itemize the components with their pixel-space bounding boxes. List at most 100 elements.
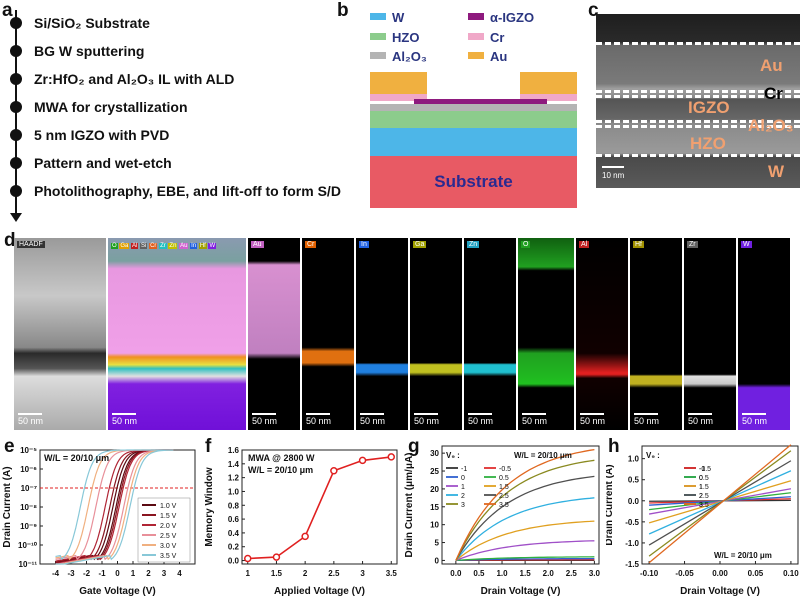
legend-label: 3.5 — [699, 502, 709, 509]
transfer-curve-reverse — [55, 449, 174, 565]
y-tick-label: 1.4 — [228, 460, 240, 469]
plot-frame — [241, 449, 398, 565]
data-point — [243, 554, 252, 563]
y-tick-label: 15 — [430, 503, 439, 512]
interface-line — [596, 90, 800, 93]
x-tick-label: 0.10 — [783, 569, 799, 578]
step-3: Zr:HfO₂ and Al₂O₃ IL with ALD — [34, 71, 235, 87]
legend-label: 0.5 — [699, 475, 709, 482]
al2o3-layer — [370, 104, 577, 111]
step-1: Si/SiO₂ Substrate — [34, 15, 150, 31]
x-axis-label: Drain Voltage (V) — [481, 586, 561, 597]
annotation: W/L = 20/10 μm — [714, 551, 772, 560]
y-tick-label: 0.0 — [628, 497, 640, 506]
legend-box — [137, 497, 191, 563]
step-6: Pattern and wet-etch — [34, 155, 172, 171]
y-tick-label: 0.8 — [228, 501, 240, 510]
step-dot — [10, 185, 22, 197]
output-line — [648, 444, 792, 564]
legend-label: 2.5 — [499, 493, 509, 500]
legend-label-al2o3: Al₂O₃ — [392, 49, 427, 64]
step-7: Photolithography, EBE, and lift-off to f… — [34, 183, 341, 199]
legend-label: 1.5 — [699, 484, 709, 491]
panel-label-f: f — [205, 436, 212, 457]
legend-label: 1.5 — [499, 484, 509, 491]
step-dot — [10, 157, 22, 169]
output-curve — [455, 459, 595, 561]
legend-label-igzo: α-IGZO — [490, 10, 535, 25]
tem-label-au: Au — [760, 56, 783, 75]
panel-label-d: d — [4, 230, 16, 251]
x-tick-label: 2.5 — [328, 569, 340, 578]
x-tick-label: -0.05 — [675, 569, 694, 578]
y-tick-label: -1.5 — [625, 560, 639, 569]
scale-bar — [112, 413, 136, 415]
legend-label: 1 — [461, 484, 465, 491]
x-tick-label: 1 — [131, 569, 136, 578]
data-point — [387, 453, 396, 461]
x-tick-label: -4 — [52, 569, 60, 578]
y-tick-label: 0.0 — [228, 557, 240, 566]
x-tick-label: 2.5 — [566, 569, 578, 578]
output-curve — [455, 540, 595, 562]
device-schematic: W α-IGZO HZO Cr Al₂O₃ Au Substrate — [340, 0, 585, 230]
interface-line — [596, 95, 800, 98]
step-5: 5 nm IGZO with PVD — [34, 127, 170, 143]
y-tick-label: 0 — [435, 556, 440, 565]
step-dot — [10, 101, 22, 113]
x-tick-label: 2 — [303, 569, 308, 578]
legend-swatch-au — [468, 52, 484, 59]
data-point — [330, 466, 338, 475]
eds-combined-tags: O Ga Al Si Cr Zr Zn Au In Hf W — [111, 243, 217, 249]
legend-label-cr: Cr — [490, 30, 505, 45]
legend-swatch-igzo — [468, 13, 484, 20]
transfer-curve-forward — [55, 449, 174, 561]
y-tick-label: 10 — [430, 521, 439, 530]
step-dot — [10, 73, 22, 85]
legend-label: 0.5 — [499, 475, 509, 482]
chart-g-output-curves: Drain Voltage (V) Drain Current (μm/μA) 0.… — [404, 445, 600, 597]
output-curve — [455, 520, 595, 561]
legend-label: 1 — [699, 484, 703, 491]
legend-swatch-hzo — [370, 33, 386, 40]
legend-label: 1.0 V — [160, 503, 177, 510]
y-tick-label: 25 — [430, 467, 439, 476]
eds-map-in: In 50 nm — [356, 238, 408, 430]
legend-label: 2 — [699, 493, 703, 500]
x-axis-label: Drain Voltage (V) — [680, 586, 760, 597]
eds-map-zr: Zr 50 nm — [684, 238, 736, 430]
y-tick-label: -1.0 — [625, 539, 639, 548]
x-tick-label: -0.10 — [640, 569, 659, 578]
au-contact-left — [370, 72, 427, 94]
legend-label: 3.5 — [499, 502, 509, 509]
annotation: W/L = 20/10 μm — [514, 451, 572, 460]
eds-map-hf: Hf 50 nm — [630, 238, 682, 430]
legend-swatch-al2o3 — [370, 52, 386, 59]
scale-label: 50 nm — [112, 416, 138, 426]
eds-map-w: W 50 nm — [738, 238, 790, 430]
plot-frame — [441, 445, 600, 565]
eds-map-zn: Zn 50 nm — [464, 238, 516, 430]
flow-arrow-head — [10, 213, 22, 222]
legend-label: 1.5 V — [160, 513, 177, 520]
y-tick-label: -0.5 — [625, 518, 639, 527]
y-tick-label: 1.0 — [228, 487, 240, 496]
substrate-layer: Substrate — [370, 156, 577, 208]
y-tick-label: 10⁻⁷ — [21, 484, 37, 493]
y-axis-label: Memory Window — [204, 467, 215, 547]
interface-line — [596, 42, 800, 45]
panel-label-h: h — [608, 436, 620, 457]
tem-label-al2o3: Al₂O₃ — [748, 116, 794, 135]
chart-e-transfer-curves: Gate Voltage (V) Drain Current (A) -4 -3 -2-… — [2, 446, 196, 597]
scale-label: 50 nm — [18, 416, 44, 426]
panel-label-a: a — [2, 0, 13, 21]
step-dot — [10, 45, 22, 57]
tem-label-cr: Cr — [764, 84, 783, 103]
panel-label-c: c — [588, 0, 599, 21]
y-tick-label: 20 — [430, 485, 439, 494]
x-tick-label: 0.5 — [473, 569, 485, 578]
hzo-layer — [370, 111, 577, 128]
x-tick-label: 0.0 — [450, 569, 462, 578]
cr-layer-right — [520, 94, 577, 101]
y-axis-label: Drain Current (A) — [606, 464, 615, 545]
